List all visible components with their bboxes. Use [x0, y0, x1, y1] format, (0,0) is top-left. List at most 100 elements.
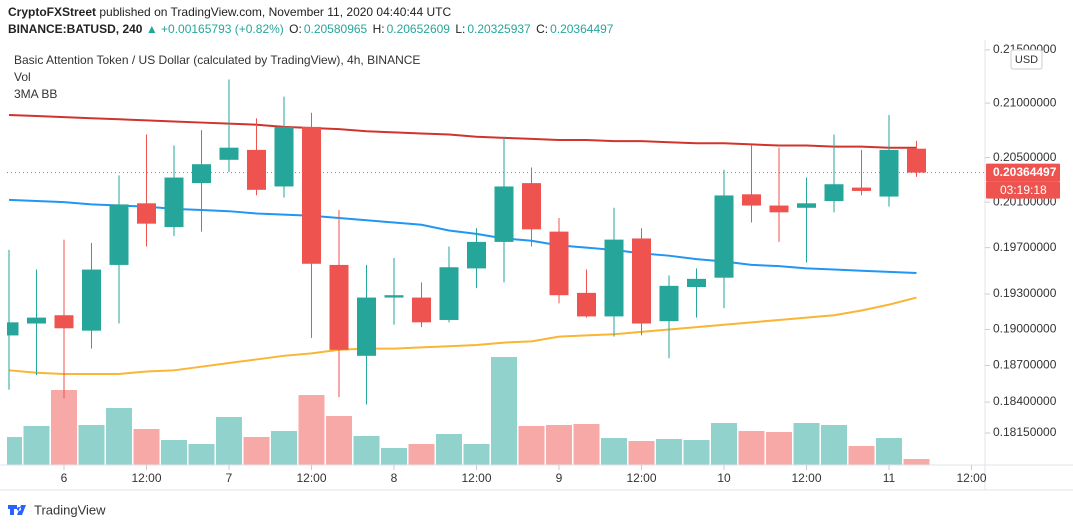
volume-bar	[298, 395, 325, 465]
header-line-2: BINANCE:BATUSD, 240 ▲ +0.00165793 (+0.82…	[8, 22, 615, 36]
x-tick-label: 12:00	[791, 471, 821, 485]
indicator-legend: 3MA BB	[14, 87, 57, 101]
volume-bar	[491, 357, 517, 465]
volume-bar	[51, 390, 77, 465]
candle-body	[522, 183, 541, 230]
candle-body	[274, 126, 294, 187]
countdown-box	[986, 181, 1060, 199]
ohlc-value: 0.20364497	[550, 22, 614, 36]
candle-body	[687, 278, 706, 288]
volume-bar	[463, 444, 490, 465]
volume-bar	[23, 426, 50, 465]
header-line-1: CryptoFXStreet published on TradingView.…	[8, 5, 453, 19]
countdown-label: 03:19:18	[1000, 183, 1047, 197]
volume-bar	[216, 417, 242, 465]
candle-body	[549, 231, 569, 296]
volume-bar	[848, 446, 875, 465]
ohlc-label: H:	[372, 22, 385, 36]
candle-body	[852, 187, 871, 191]
candle-body	[907, 148, 926, 173]
candle-body	[439, 267, 459, 320]
volume-bar	[326, 416, 352, 465]
candle-body	[137, 203, 156, 224]
candle-body	[714, 195, 734, 278]
brand-logo	[8, 505, 26, 515]
x-tick-label: 8	[391, 471, 398, 485]
indicator-line	[8, 296, 917, 375]
candle-body	[384, 295, 404, 298]
candle-body	[247, 149, 266, 190]
volume-bar	[271, 431, 297, 465]
x-tick-label: 11	[883, 471, 896, 485]
x-tick-label: 12:00	[956, 471, 986, 485]
x-tick-label: 12:00	[131, 471, 161, 485]
last-price-label: 0.20364497	[993, 165, 1057, 179]
x-tick-label: 12:00	[296, 471, 326, 485]
candle-body	[797, 203, 816, 208]
candle-body	[879, 149, 899, 197]
y-tick-label: 0.19300000	[993, 286, 1057, 300]
volume-bar	[78, 425, 105, 465]
candle-body	[357, 297, 376, 356]
candle-body	[109, 204, 129, 265]
volume-bar	[546, 425, 572, 465]
volume-bar	[876, 438, 902, 465]
x-tick-label: 10	[717, 471, 731, 485]
author: CryptoFXStreet	[8, 5, 97, 19]
volume-bar	[161, 440, 187, 465]
y-tick-label: 0.18150000	[993, 425, 1057, 439]
volume-bar	[683, 440, 710, 465]
candle-body	[577, 292, 596, 317]
indicator-line	[8, 113, 917, 149]
volume-bar	[903, 459, 930, 465]
ohlc-label: O:	[289, 22, 302, 36]
indicator-line	[8, 198, 917, 275]
volume-bar	[711, 423, 737, 465]
volume-bar	[353, 436, 380, 465]
candle-body	[632, 238, 651, 324]
volume-bar	[188, 444, 215, 465]
candle-body	[604, 239, 624, 317]
y-tick-label: 0.19000000	[993, 322, 1057, 336]
candle-body	[769, 205, 789, 213]
x-tick-label: 12:00	[626, 471, 656, 485]
volume-bar	[573, 424, 600, 465]
x-tick-label: 12:00	[461, 471, 491, 485]
candle-body	[467, 241, 486, 269]
currency-box[interactable]	[1010, 49, 1043, 70]
candle-body	[659, 285, 679, 322]
volume-bar	[738, 431, 765, 465]
candle-body	[824, 184, 844, 202]
volume-bar	[436, 434, 462, 465]
ohlc-value: 0.20325937	[467, 22, 531, 36]
published: published on TradingView.com, November 1…	[99, 5, 452, 19]
candle-body	[192, 164, 211, 184]
currency-label: USD	[1015, 54, 1038, 66]
plot-area	[7, 79, 985, 465]
volume-bar	[133, 429, 160, 465]
ohlc-label: L:	[455, 22, 466, 36]
volume-bar	[518, 426, 545, 465]
y-tick-label: 0.19700000	[993, 240, 1057, 254]
candle-body	[27, 317, 46, 324]
change: ▲ +0.00165793 (+0.82%)	[145, 22, 284, 36]
candle-body	[54, 315, 74, 329]
volume-bar	[381, 448, 407, 465]
volume-bar	[821, 425, 847, 465]
y-tick-label: 0.18400000	[993, 394, 1057, 408]
symbol: BINANCE:BATUSD, 240	[8, 22, 143, 36]
candle-body	[219, 147, 239, 160]
x-tick-label: 9	[556, 471, 563, 485]
last-price-box	[986, 163, 1060, 182]
y-axis: 0.215000000.210000000.205000000.20100000…	[985, 42, 1057, 439]
volume-bar	[243, 437, 270, 465]
candle-body	[164, 177, 184, 228]
candle-body	[7, 322, 19, 336]
ohlc-value: 0.20652609	[386, 22, 450, 36]
volume-bar	[408, 444, 435, 465]
candle-body	[302, 126, 321, 264]
ohlc-value: 0.20580965	[303, 22, 368, 36]
volume-bar	[7, 437, 22, 465]
